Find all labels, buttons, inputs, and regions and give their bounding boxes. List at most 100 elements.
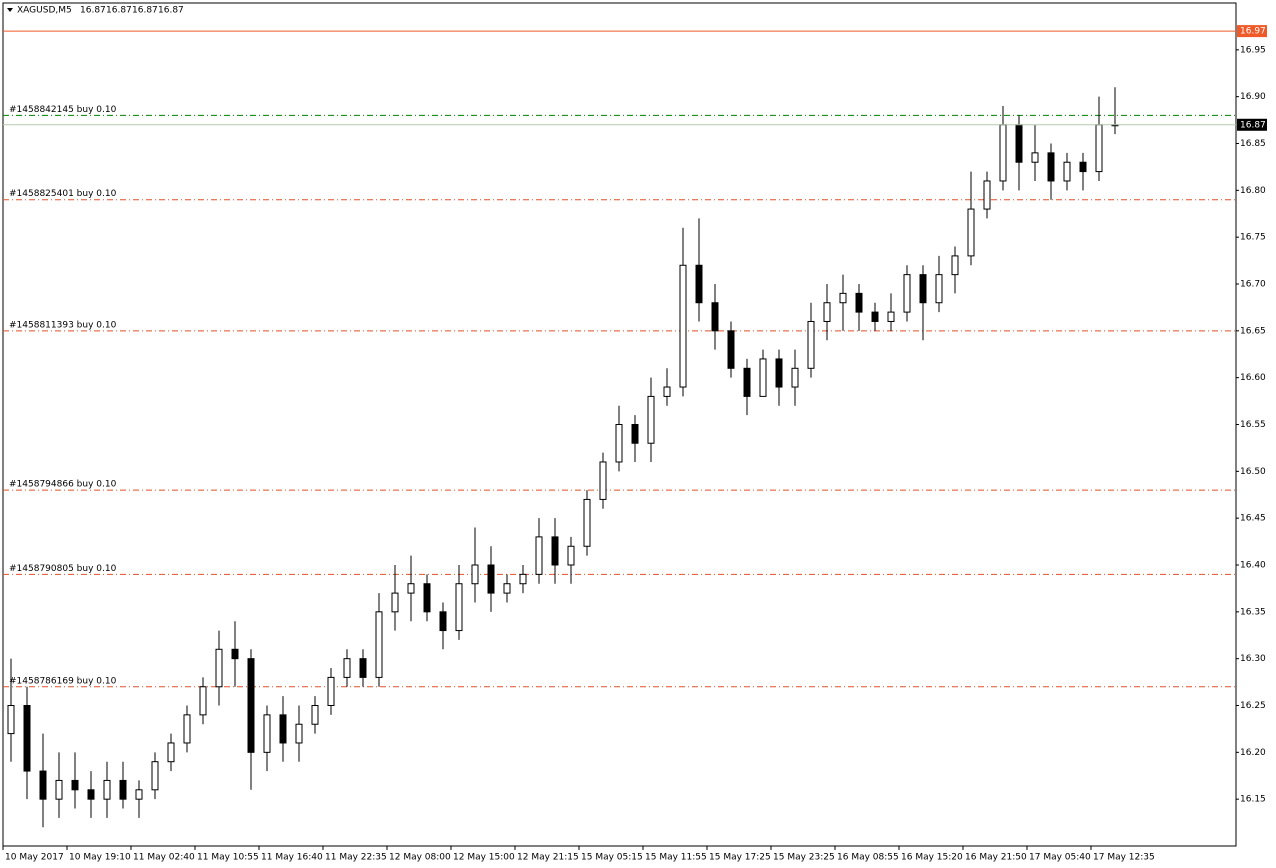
- candle-body: [679, 264, 687, 388]
- candle-body: [87, 789, 95, 800]
- candle-body: [55, 779, 63, 800]
- x-tick-label: 11 May 02:40: [133, 853, 195, 863]
- x-tick-label: 12 May 08:00: [389, 853, 451, 863]
- price-marker: [1237, 25, 1267, 38]
- order-label: #1458790805 buy 0.10: [9, 564, 117, 574]
- candle-body: [103, 779, 111, 800]
- x-tick-label: 17 May 12:35: [1093, 853, 1155, 863]
- quote-value: 16.87: [80, 6, 106, 16]
- y-tick-label: 16.30: [1240, 654, 1266, 664]
- quote-value: 16.87: [158, 6, 184, 16]
- candle-body: [919, 274, 927, 304]
- x-tick-label: 12 May 15:00: [453, 853, 515, 863]
- candle-body: [455, 583, 463, 632]
- candle-body: [983, 180, 991, 210]
- candle-body: [519, 573, 527, 585]
- x-tick-label: 11 May 22:35: [325, 853, 387, 863]
- y-tick-label: 16.90: [1240, 92, 1266, 102]
- x-tick-label: 16 May 21:50: [965, 853, 1027, 863]
- candle-body: [1015, 124, 1023, 163]
- y-tick-label: 16.25: [1240, 701, 1266, 711]
- candle-body: [1079, 161, 1087, 173]
- menu-arrow[interactable]: [7, 8, 13, 12]
- order-label: #1458794866 buy 0.10: [9, 480, 117, 490]
- candle-body: [295, 723, 303, 744]
- candle-body: [135, 789, 143, 800]
- candle-body: [807, 320, 815, 369]
- candle-body: [775, 358, 783, 388]
- x-tick-label: 11 May 10:55: [197, 853, 259, 863]
- x-tick-label: 10 May 19:10: [69, 853, 131, 863]
- x-tick-label: 15 May 11:55: [645, 853, 707, 863]
- y-tick-label: 16.95: [1240, 45, 1266, 55]
- order-label: #1458825401 buy 0.10: [9, 189, 117, 199]
- y-tick-label: 16.65: [1240, 326, 1266, 336]
- candle-body: [967, 208, 975, 257]
- x-tick-label: 12 May 21:15: [517, 853, 579, 863]
- candle-body: [439, 611, 447, 632]
- x-tick-label: 16 May 15:20: [901, 853, 963, 863]
- symbol: XAGUSD,M5: [17, 6, 72, 16]
- y-tick-label: 16.35: [1240, 607, 1266, 617]
- candle-body: [711, 302, 719, 332]
- candle-body: [391, 592, 399, 613]
- candle-body: [39, 770, 47, 800]
- y-tick-label: 16.75: [1240, 233, 1266, 243]
- candle-body: [599, 461, 607, 500]
- candle-body: [151, 761, 159, 791]
- candle-body: [1031, 152, 1039, 163]
- y-tick-label: 16.40: [1240, 561, 1266, 571]
- candle-body: [743, 367, 751, 397]
- y-tick-label: 16.50: [1240, 467, 1266, 477]
- candle-body: [855, 292, 863, 313]
- candle-body: [647, 395, 655, 444]
- y-tick-label: 16.45: [1240, 514, 1266, 524]
- candle-body: [327, 676, 335, 707]
- candle-body: [727, 330, 735, 369]
- candle-body: [839, 292, 847, 304]
- candle-body: [567, 545, 575, 566]
- candle-body: [759, 358, 767, 397]
- candle-body: [503, 583, 511, 594]
- candle-body: [279, 714, 287, 744]
- candle-body: [71, 779, 79, 791]
- candle-body: [1063, 161, 1071, 182]
- candle-body: [1095, 124, 1103, 173]
- candle-body: [583, 498, 591, 547]
- candle-body: [903, 274, 911, 313]
- candle-body: [695, 264, 703, 304]
- candle-body: [311, 705, 319, 725]
- price-marker: [1237, 118, 1267, 131]
- candle-body: [183, 714, 191, 744]
- candle-body: [823, 302, 831, 322]
- y-tick-label: 16.70: [1240, 280, 1266, 290]
- candle-body: [551, 536, 559, 566]
- candle-body: [167, 742, 175, 763]
- candle-body: [423, 583, 431, 613]
- candle-body: [231, 648, 239, 660]
- x-tick-label: 15 May 23:25: [773, 853, 835, 863]
- x-tick-label: 16 May 08:55: [837, 853, 899, 863]
- quote-value: 16.87: [106, 6, 132, 16]
- price-marker-label: 16.97: [1240, 27, 1266, 37]
- candle-body: [375, 611, 383, 678]
- candle-body: [1047, 152, 1055, 182]
- order-label: #1458811393 buy 0.10: [9, 320, 117, 330]
- candle-body: [631, 424, 639, 444]
- candle-body: [871, 311, 879, 322]
- y-tick-label: 16.80: [1240, 186, 1266, 196]
- candle-body: [247, 658, 255, 753]
- y-tick-label: 16.20: [1240, 748, 1266, 758]
- candle-body: [999, 124, 1007, 182]
- y-tick-label: 16.85: [1240, 139, 1266, 149]
- order-label: #1458842145 buy 0.10: [9, 105, 117, 115]
- candle-body: [119, 779, 127, 800]
- candle-body: [199, 686, 207, 716]
- candle-body: [663, 386, 671, 397]
- candle-body: [887, 311, 895, 322]
- candle-body: [615, 424, 623, 463]
- x-tick-label: 17 May 05:40: [1029, 853, 1091, 863]
- candle-body: [471, 564, 479, 585]
- candle-body: [487, 564, 495, 594]
